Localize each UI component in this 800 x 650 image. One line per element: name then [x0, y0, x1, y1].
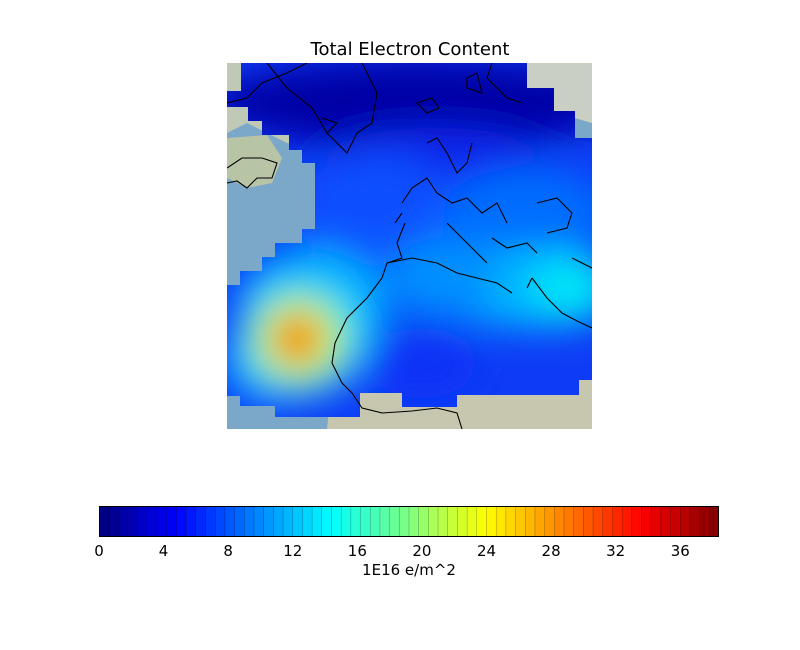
colorbar-segment [118, 506, 129, 537]
colorbar-segment [593, 506, 604, 537]
colorbar-segment [302, 506, 313, 537]
colorbar-segment [496, 506, 507, 537]
colorbar-segment [234, 506, 245, 537]
colorbar-segment [195, 506, 206, 537]
colorbar-segment [389, 506, 400, 537]
colorbar-border [99, 506, 719, 537]
colorbar-segment [312, 506, 323, 537]
colorbar-segment [350, 506, 361, 537]
colorbar-segment [147, 506, 158, 537]
colorbar-tick-label: 28 [541, 542, 561, 560]
colorbar-tick-label: 20 [412, 542, 432, 560]
colorbar-segment [709, 506, 719, 537]
colorbar-segment [544, 506, 555, 537]
colorbar-label: 1E16 e/m^2 [362, 561, 456, 579]
colorbar-segment [564, 506, 574, 537]
colorbar-tick-label: 24 [476, 542, 497, 560]
colorbar-tick-label: 12 [283, 542, 303, 560]
colorbar-segment [428, 506, 439, 537]
colorbar-segment [438, 506, 449, 537]
colorbar-segment [505, 506, 516, 537]
colorbar-tick-label: 36 [670, 542, 690, 560]
colorbar-segment [186, 506, 197, 537]
colorbar-segment [418, 506, 429, 537]
colorbar-segment [612, 506, 623, 537]
colorbar-segment [476, 506, 487, 537]
colorbar-segment [166, 506, 177, 537]
colorbar-segment [273, 506, 284, 537]
colorbar-segment [254, 506, 264, 537]
colorbar-segment [99, 506, 109, 537]
colorbar [99, 506, 719, 537]
map-plot [227, 63, 592, 429]
colorbar-segment [447, 506, 458, 537]
colorbar-segment [244, 506, 255, 537]
colorbar-segment [331, 506, 342, 537]
colorbar-segment [467, 506, 478, 537]
colorbar-segment [321, 506, 332, 537]
colorbar-segment [379, 506, 390, 537]
colorbar-segment [573, 506, 584, 537]
colorbar-segment [641, 506, 652, 537]
colorbar-segment [283, 506, 294, 537]
colorbar-segment [341, 506, 352, 537]
colorbar-segment [622, 506, 633, 537]
colorbar-segment [689, 506, 700, 537]
colorbar-segment [263, 506, 274, 537]
colorbar-segment [399, 506, 410, 537]
colorbar-segment [205, 506, 216, 537]
tec-field [227, 63, 592, 417]
colorbar-segment [457, 506, 468, 537]
colorbar-segment [128, 506, 139, 537]
colorbar-segment [680, 506, 691, 537]
colorbar-segment [486, 506, 497, 537]
colorbar-segment [534, 506, 545, 537]
colorbar-segment [215, 506, 226, 537]
colorbar-segment [631, 506, 642, 537]
colorbar-segment [583, 506, 594, 537]
colorbar-segment [670, 506, 681, 537]
colorbar-segment [157, 506, 168, 537]
colorbar-tick-label: 4 [158, 542, 169, 560]
colorbar-tick-label: 16 [347, 542, 367, 560]
colorbar-segment [515, 506, 526, 537]
colorbar-tick-label: 32 [606, 542, 626, 560]
colorbar-segment [137, 506, 148, 537]
colorbar-segment [651, 506, 662, 537]
colorbar-segment [176, 506, 187, 537]
colorbar-tick-label: 8 [223, 542, 233, 560]
colorbar-segment [224, 506, 235, 537]
chart-title: Total Electron Content [310, 39, 510, 60]
colorbar-segment [660, 506, 671, 537]
colorbar-segment [699, 506, 710, 537]
colorbar-tick-label: 0 [94, 542, 104, 560]
colorbar-segment [360, 506, 371, 537]
land-canada [227, 135, 282, 188]
colorbar-segment [602, 506, 613, 537]
coastlines [227, 63, 592, 429]
colorbar-segment [108, 506, 119, 537]
colorbar-segment [525, 506, 536, 537]
colorbar-segment [370, 506, 381, 537]
colorbar-segment [292, 506, 303, 537]
colorbar-segment [409, 506, 419, 537]
colorbar-segment [554, 506, 565, 537]
tec-map [227, 63, 592, 429]
